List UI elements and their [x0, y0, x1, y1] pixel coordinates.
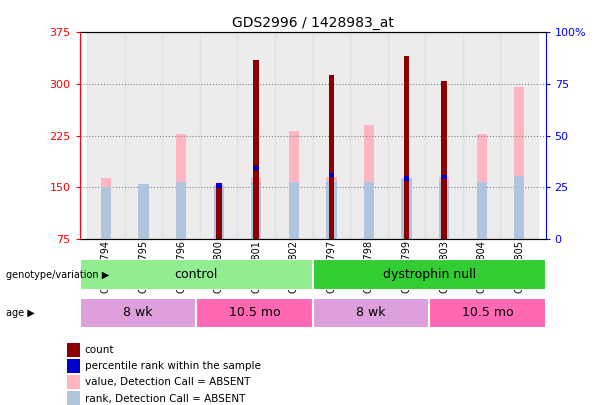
Bar	[439, 182, 449, 239]
Bar	[313, 259, 546, 290]
Bar	[67, 343, 80, 357]
Text: 10.5 mo: 10.5 mo	[462, 306, 513, 320]
Bar	[253, 166, 259, 171]
Bar	[500, 32, 538, 239]
Text: age ▶: age ▶	[6, 308, 35, 318]
Text: control: control	[175, 268, 218, 281]
Bar	[237, 32, 275, 239]
Bar	[251, 177, 261, 239]
Bar	[388, 32, 425, 239]
Bar	[514, 87, 525, 239]
Text: genotype/variation ▶: genotype/variation ▶	[6, 270, 109, 279]
Text: rank, Detection Call = ABSENT: rank, Detection Call = ABSENT	[85, 394, 245, 403]
Bar	[329, 75, 334, 239]
Bar	[425, 32, 463, 239]
Bar	[476, 182, 487, 239]
Bar	[80, 298, 196, 328]
Bar	[176, 182, 186, 239]
Bar	[514, 176, 525, 239]
Bar	[213, 185, 224, 239]
Bar	[139, 184, 149, 239]
Bar	[67, 375, 80, 390]
Bar	[404, 176, 409, 181]
Text: dystrophin null: dystrophin null	[383, 268, 476, 281]
Bar	[80, 259, 313, 290]
Bar	[289, 131, 299, 239]
Bar	[251, 182, 261, 239]
Bar	[176, 134, 186, 239]
Bar	[326, 177, 337, 239]
Bar	[326, 182, 337, 239]
Bar	[404, 57, 409, 239]
Bar	[139, 191, 149, 239]
Bar	[253, 60, 259, 239]
Bar	[463, 32, 500, 239]
Bar	[289, 182, 299, 239]
Title: GDS2996 / 1428983_at: GDS2996 / 1428983_at	[232, 16, 394, 30]
Text: percentile rank within the sample: percentile rank within the sample	[85, 361, 261, 371]
Bar	[200, 32, 237, 239]
Text: 8 wk: 8 wk	[123, 306, 153, 320]
Bar	[216, 183, 221, 188]
Text: value, Detection Call = ABSENT: value, Detection Call = ABSENT	[85, 377, 250, 387]
Bar	[67, 391, 80, 405]
Bar	[429, 298, 546, 328]
Bar	[216, 185, 221, 239]
Bar	[402, 179, 412, 239]
Text: count: count	[85, 345, 114, 355]
Bar	[162, 32, 200, 239]
Bar	[101, 178, 111, 239]
Bar	[101, 187, 111, 239]
Bar	[364, 182, 374, 239]
Bar	[441, 81, 447, 239]
Bar	[439, 177, 449, 239]
Bar	[67, 359, 80, 373]
Bar	[275, 32, 313, 239]
Bar	[350, 32, 388, 239]
Bar	[402, 178, 412, 239]
Text: 10.5 mo: 10.5 mo	[229, 306, 280, 320]
Bar	[213, 186, 224, 239]
Bar	[364, 125, 374, 239]
Bar	[313, 298, 429, 328]
Bar	[87, 32, 125, 239]
Bar	[125, 32, 162, 239]
Bar	[441, 175, 447, 179]
Bar	[476, 134, 487, 239]
Bar	[196, 298, 313, 328]
Text: 8 wk: 8 wk	[356, 306, 386, 320]
Bar	[329, 173, 334, 177]
Bar	[313, 32, 350, 239]
